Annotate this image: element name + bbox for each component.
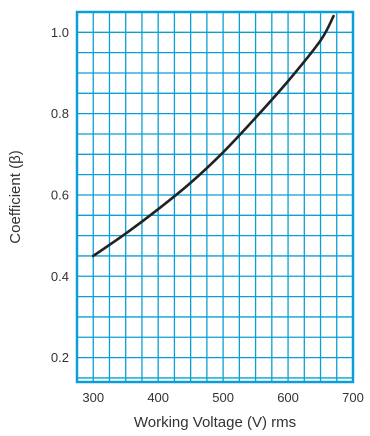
y-tick-labels: 0.2 0.4 0.6 0.8 1.0 [51,25,69,365]
x-tick-label: 700 [342,390,364,405]
x-tick-label: 400 [147,390,169,405]
y-tick-label: 0.2 [51,350,69,365]
x-tick-labels: 300 400 500 600 700 [82,390,363,405]
x-tick-label: 500 [212,390,234,405]
grid [77,12,353,382]
y-tick-label: 0.6 [51,187,69,202]
x-axis-label: Working Voltage (V) rms [134,414,296,431]
y-tick-label: 0.8 [51,106,69,121]
x-tick-label: 600 [277,390,299,405]
y-tick-label: 1.0 [51,25,69,40]
series-line [91,14,335,258]
plot-frame [75,10,355,384]
y-axis-label: Coefficient (β) [7,150,24,243]
y-tick-label: 0.4 [51,269,69,284]
x-tick-label: 300 [82,390,104,405]
